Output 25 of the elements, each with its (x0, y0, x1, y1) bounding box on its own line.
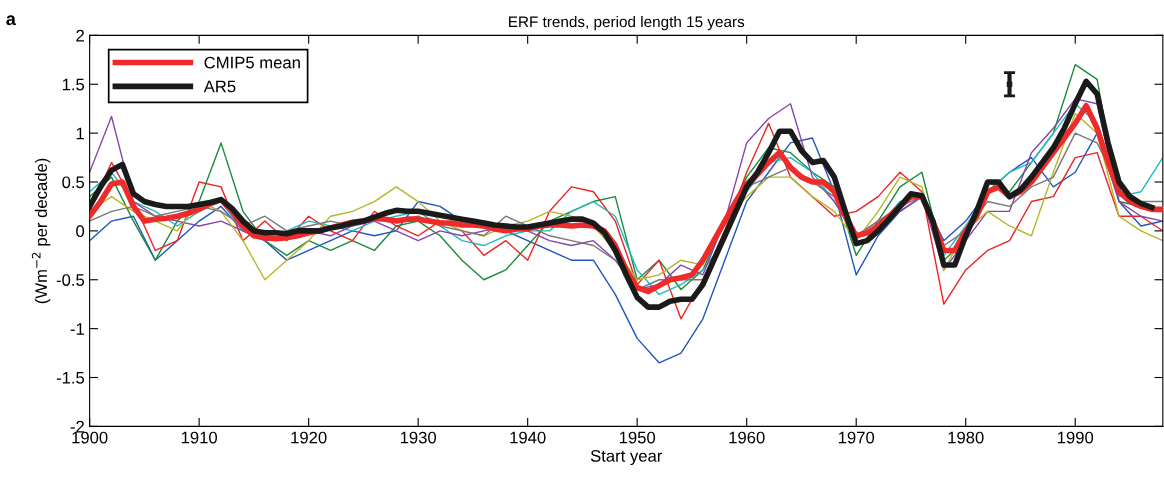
x-tick-label: 1900 (72, 431, 108, 444)
y-tick-label: 0 (76, 225, 85, 238)
x-tick-label: 1950 (619, 431, 656, 444)
y-axis-title: (Wm$^{−2}$ per decade) (31, 158, 51, 304)
x-tick-label: 1920 (291, 431, 327, 444)
x-tick-label: 1960 (729, 431, 765, 444)
legend-label: CMIP5 mean (204, 56, 300, 69)
y-tick-label: 2 (76, 29, 84, 42)
y-tick-label: 0.5 (62, 176, 85, 189)
x-axis-title: Start year (590, 449, 663, 466)
x-tick-label: 1910 (181, 431, 218, 444)
x-tick-label: 1970 (838, 431, 875, 444)
y-tick-label: 1.5 (62, 78, 85, 91)
y-tick-label: 1 (76, 127, 84, 140)
y-tick-label: -1 (70, 323, 84, 335)
x-tick-label: 1980 (948, 431, 984, 444)
x-tick-label: 1990 (1057, 431, 1094, 444)
y-tick-label: -0.5 (56, 274, 85, 286)
y-tick-label: -2 (70, 420, 84, 433)
chart-title: ERF trends, period length 15 years (509, 15, 745, 31)
x-tick-label: 1930 (400, 431, 437, 444)
y-tick-label: -1.5 (56, 372, 85, 384)
text: a (6, 15, 16, 26)
x-tick-label: 1940 (510, 431, 546, 444)
legend-label: AR5 (203, 80, 236, 93)
